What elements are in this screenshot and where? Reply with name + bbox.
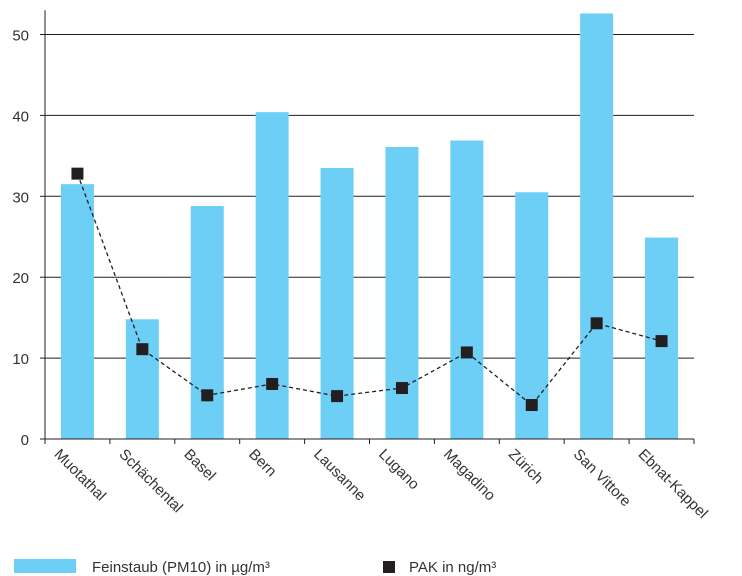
line-series (71, 167, 668, 412)
y-tick-label: 10 (12, 351, 29, 368)
x-tick-label: Basel (180, 446, 219, 485)
x-tick-label: Lugano (375, 446, 422, 493)
y-tick-label: 20 (12, 270, 29, 287)
bar-series (60, 13, 679, 440)
bar (450, 140, 484, 439)
x-tick-label: Muotathal (51, 446, 110, 505)
x-tick-label: Magadino (440, 446, 499, 505)
x-tick-label: San Vittore (570, 446, 634, 510)
bar (580, 13, 614, 439)
data-point (201, 389, 214, 402)
bar (125, 319, 159, 439)
y-tick-label: 50 (12, 28, 29, 45)
y-tick-label: 40 (12, 108, 29, 125)
data-point (525, 399, 538, 412)
bar (60, 184, 94, 439)
x-tick-label: Ebnat-Kappel (635, 446, 711, 522)
x-tick-label: Lausanne (310, 446, 369, 505)
data-point (395, 382, 408, 395)
legend-swatch-marker (383, 561, 395, 573)
x-tick-label: Schächental (116, 446, 186, 516)
data-point (590, 317, 603, 330)
data-point (266, 377, 279, 390)
y-tick-label: 0 (21, 432, 29, 449)
data-point (136, 343, 149, 356)
data-point (71, 167, 84, 180)
data-point (331, 390, 344, 403)
y-tick-labels: 0 10 20 30 40 50 (12, 28, 29, 450)
data-point (460, 346, 473, 359)
legend-label-bar: Feinstaub (PM10) in µg/m³ (92, 559, 270, 576)
legend: Feinstaub (PM10) in µg/m³ PAK in ng/m³ (14, 559, 496, 576)
legend-label-marker: PAK in ng/m³ (409, 559, 496, 576)
x-tick-label: Zürich (505, 446, 546, 487)
axes (40, 10, 695, 444)
legend-swatch-bar (14, 559, 76, 573)
y-tick-label: 30 (12, 189, 29, 206)
bar (385, 146, 419, 440)
bar (190, 206, 224, 439)
series-line (76, 173, 662, 406)
x-tick-label: Bern (245, 446, 279, 480)
bar (515, 192, 549, 439)
data-point (655, 335, 668, 348)
